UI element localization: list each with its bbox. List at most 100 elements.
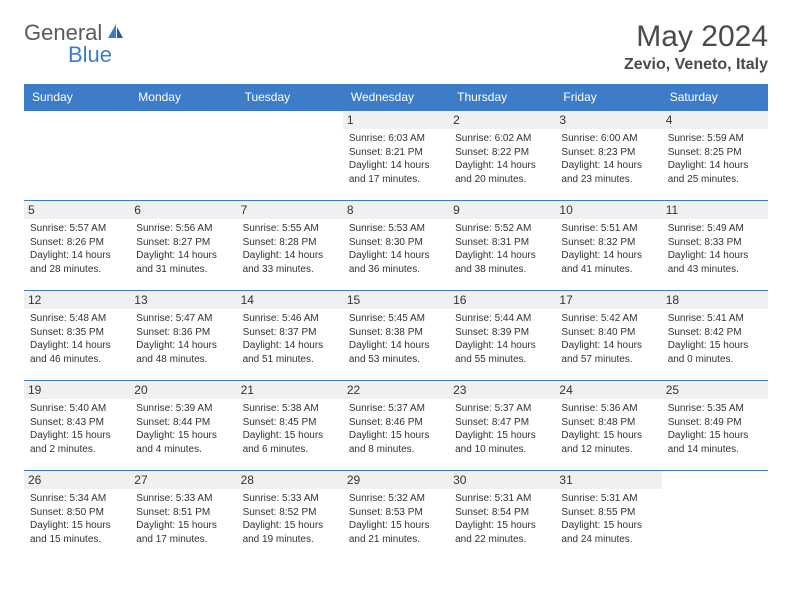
day-detail: Sunrise: 5:37 AMSunset: 8:47 PMDaylight:… <box>455 402 549 456</box>
day-cell: 20 Sunrise: 5:39 AMSunset: 8:44 PMDayligh… <box>130 381 236 471</box>
day-detail: Sunrise: 5:48 AMSunset: 8:35 PMDaylight:… <box>30 312 124 366</box>
day-number: 10 <box>555 201 661 219</box>
day-cell: 16Sunrise: 5:44 AMSunset: 8:39 PMDayligh… <box>449 291 555 381</box>
week-row: 12 Sunrise: 5:48 AMSunset: 8:35 PMDayligh… <box>24 291 768 381</box>
day-number: 2 <box>449 111 555 129</box>
day-detail: Sunrise: 5:37 AMSunset: 8:46 PMDaylight:… <box>349 402 443 456</box>
day-cell: 28 Sunrise: 5:33 AMSunset: 8:52 PMDayligh… <box>237 471 343 561</box>
day-cell: 27 Sunrise: 5:33 AMSunset: 8:51 PMDayligh… <box>130 471 236 561</box>
day-detail: Sunrise: 5:31 AMSunset: 8:55 PMDaylight:… <box>561 492 655 546</box>
week-row: 19 Sunrise: 5:40 AMSunset: 8:43 PMDayligh… <box>24 381 768 471</box>
empty-day-cell <box>130 111 236 201</box>
day-number: 19 <box>24 381 130 399</box>
day-detail: Sunrise: 5:49 AMSunset: 8:33 PMDaylight:… <box>668 222 762 276</box>
day-number: 13 <box>130 291 236 309</box>
day-cell: 17 Sunrise: 5:42 AMSunset: 8:40 PMDayligh… <box>555 291 661 381</box>
day-detail: Sunrise: 5:38 AMSunset: 8:45 PMDaylight:… <box>243 402 337 456</box>
day-number: 8 <box>343 201 449 219</box>
day-number: 20 <box>130 381 236 399</box>
day-detail: Sunrise: 5:52 AMSunset: 8:31 PMDaylight:… <box>455 222 549 276</box>
day-header: Friday <box>555 84 661 111</box>
calendar-table: SundayMondayTuesdayWednesdayThursdayFrid… <box>24 84 768 561</box>
day-cell: 8Sunrise: 5:53 AMSunset: 8:30 PMDaylight… <box>343 201 449 291</box>
day-cell: 12 Sunrise: 5:48 AMSunset: 8:35 PMDayligh… <box>24 291 130 381</box>
day-header: Sunday <box>24 84 130 111</box>
day-number: 28 <box>237 471 343 489</box>
day-detail: Sunrise: 5:36 AMSunset: 8:48 PMDaylight:… <box>561 402 655 456</box>
day-cell: 10 Sunrise: 5:51 AMSunset: 8:32 PMDayligh… <box>555 201 661 291</box>
header: General Blue May 2024 Zevio, Veneto, Ita… <box>24 20 768 74</box>
day-header: Monday <box>130 84 236 111</box>
day-detail: Sunrise: 5:56 AMSunset: 8:27 PMDaylight:… <box>136 222 230 276</box>
day-detail: Sunrise: 5:41 AMSunset: 8:42 PMDaylight:… <box>668 312 762 366</box>
day-number: 17 <box>555 291 661 309</box>
day-cell: 22 Sunrise: 5:37 AMSunset: 8:46 PMDayligh… <box>343 381 449 471</box>
day-detail: Sunrise: 5:35 AMSunset: 8:49 PMDaylight:… <box>668 402 762 456</box>
day-header-row: SundayMondayTuesdayWednesdayThursdayFrid… <box>24 84 768 111</box>
day-cell: 23 Sunrise: 5:37 AMSunset: 8:47 PMDayligh… <box>449 381 555 471</box>
day-number: 9 <box>449 201 555 219</box>
day-header: Wednesday <box>343 84 449 111</box>
day-cell: 11Sunrise: 5:49 AMSunset: 8:33 PMDayligh… <box>662 201 768 291</box>
day-detail: Sunrise: 6:02 AMSunset: 8:22 PMDaylight:… <box>455 132 549 186</box>
day-cell: 7Sunrise: 5:55 AMSunset: 8:28 PMDaylight… <box>237 201 343 291</box>
day-detail: Sunrise: 5:59 AMSunset: 8:25 PMDaylight:… <box>668 132 762 186</box>
day-header: Saturday <box>662 84 768 111</box>
day-detail: Sunrise: 5:31 AMSunset: 8:54 PMDaylight:… <box>455 492 549 546</box>
week-row: 5Sunrise: 5:57 AMSunset: 8:26 PMDaylight… <box>24 201 768 291</box>
logo-text-2: Blue <box>68 42 112 68</box>
day-cell: 24 Sunrise: 5:36 AMSunset: 8:48 PMDayligh… <box>555 381 661 471</box>
day-number: 6 <box>130 201 236 219</box>
day-number: 27 <box>130 471 236 489</box>
day-cell: 9 Sunrise: 5:52 AMSunset: 8:31 PMDaylight… <box>449 201 555 291</box>
day-cell: 18 Sunrise: 5:41 AMSunset: 8:42 PMDayligh… <box>662 291 768 381</box>
day-number: 22 <box>343 381 449 399</box>
day-number: 3 <box>555 111 661 129</box>
empty-day-cell <box>237 111 343 201</box>
day-cell: 1Sunrise: 6:03 AMSunset: 8:21 PMDaylight… <box>343 111 449 201</box>
day-number: 23 <box>449 381 555 399</box>
day-detail: Sunrise: 5:39 AMSunset: 8:44 PMDaylight:… <box>136 402 230 456</box>
empty-day-cell <box>662 471 768 561</box>
day-cell: 4 Sunrise: 5:59 AMSunset: 8:25 PMDaylight… <box>662 111 768 201</box>
day-number: 29 <box>343 471 449 489</box>
day-detail: Sunrise: 5:44 AMSunset: 8:39 PMDaylight:… <box>455 312 549 366</box>
day-number: 18 <box>662 291 768 309</box>
day-cell: 2 Sunrise: 6:02 AMSunset: 8:22 PMDaylight… <box>449 111 555 201</box>
day-number: 24 <box>555 381 661 399</box>
week-row: 26Sunrise: 5:34 AMSunset: 8:50 PMDayligh… <box>24 471 768 561</box>
day-detail: Sunrise: 5:40 AMSunset: 8:43 PMDaylight:… <box>30 402 124 456</box>
day-cell: 3 Sunrise: 6:00 AMSunset: 8:23 PMDaylight… <box>555 111 661 201</box>
day-detail: Sunrise: 5:33 AMSunset: 8:52 PMDaylight:… <box>243 492 337 546</box>
day-number: 4 <box>662 111 768 129</box>
day-number: 5 <box>24 201 130 219</box>
day-detail: Sunrise: 5:32 AMSunset: 8:53 PMDaylight:… <box>349 492 443 546</box>
day-detail: Sunrise: 5:42 AMSunset: 8:40 PMDaylight:… <box>561 312 655 366</box>
day-cell: 26Sunrise: 5:34 AMSunset: 8:50 PMDayligh… <box>24 471 130 561</box>
day-cell: 6 Sunrise: 5:56 AMSunset: 8:27 PMDaylight… <box>130 201 236 291</box>
day-detail: Sunrise: 5:51 AMSunset: 8:32 PMDaylight:… <box>561 222 655 276</box>
day-detail: Sunrise: 6:03 AMSunset: 8:21 PMDaylight:… <box>349 132 443 186</box>
location: Zevio, Veneto, Italy <box>624 56 768 74</box>
day-number: 14 <box>237 291 343 309</box>
month-title: May 2024 <box>624 20 768 54</box>
day-detail: Sunrise: 6:00 AMSunset: 8:23 PMDaylight:… <box>561 132 655 186</box>
day-detail: Sunrise: 5:45 AMSunset: 8:38 PMDaylight:… <box>349 312 443 366</box>
day-cell: 21 Sunrise: 5:38 AMSunset: 8:45 PMDayligh… <box>237 381 343 471</box>
day-cell: 29 Sunrise: 5:32 AMSunset: 8:53 PMDayligh… <box>343 471 449 561</box>
day-number: 30 <box>449 471 555 489</box>
day-detail: Sunrise: 5:33 AMSunset: 8:51 PMDaylight:… <box>136 492 230 546</box>
day-cell: 14 Sunrise: 5:46 AMSunset: 8:37 PMDayligh… <box>237 291 343 381</box>
day-number: 12 <box>24 291 130 309</box>
day-header: Thursday <box>449 84 555 111</box>
day-detail: Sunrise: 5:47 AMSunset: 8:36 PMDaylight:… <box>136 312 230 366</box>
day-number: 21 <box>237 381 343 399</box>
day-detail: Sunrise: 5:46 AMSunset: 8:37 PMDaylight:… <box>243 312 337 366</box>
day-number: 31 <box>555 471 661 489</box>
day-header: Tuesday <box>237 84 343 111</box>
day-cell: 13 Sunrise: 5:47 AMSunset: 8:36 PMDayligh… <box>130 291 236 381</box>
day-cell: 30 Sunrise: 5:31 AMSunset: 8:54 PMDayligh… <box>449 471 555 561</box>
empty-day-cell <box>24 111 130 201</box>
day-cell: 5Sunrise: 5:57 AMSunset: 8:26 PMDaylight… <box>24 201 130 291</box>
day-number: 25 <box>662 381 768 399</box>
